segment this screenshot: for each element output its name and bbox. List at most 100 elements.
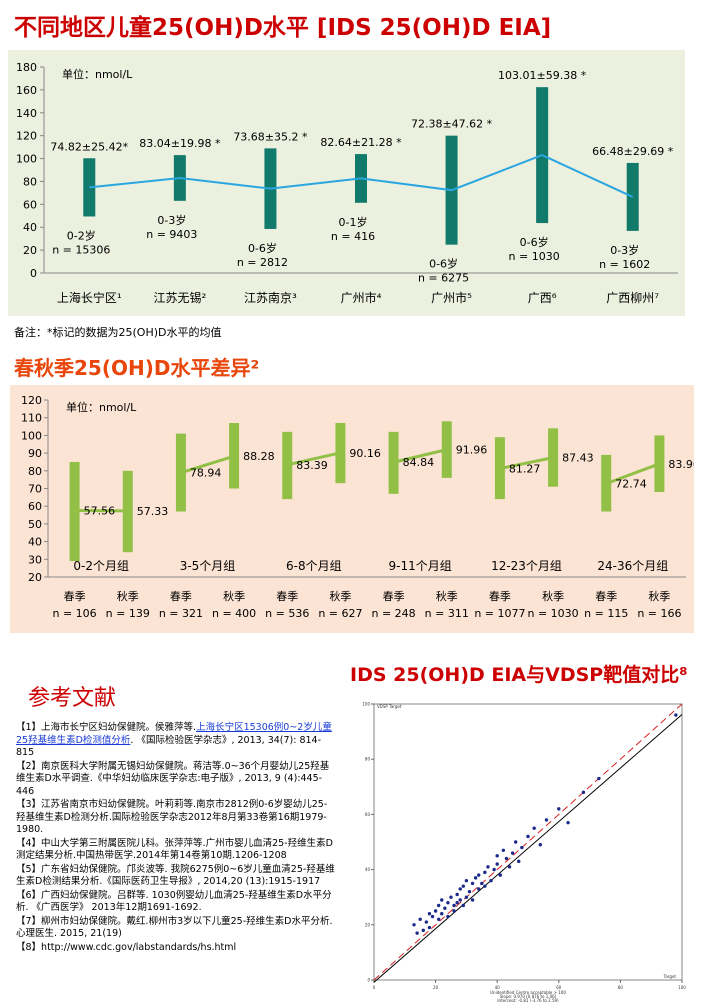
n-label: n = 248 — [371, 607, 415, 620]
season-label: 春季 — [595, 590, 617, 603]
reference-number: 【6】 — [16, 889, 42, 901]
scatter-point — [483, 884, 487, 888]
value-label: 78.94 — [190, 467, 222, 480]
x-category-label: 广州市⁵ — [431, 290, 472, 305]
scatter-point — [597, 776, 601, 781]
group-label: 3-5个月组 — [180, 559, 236, 573]
reference-text: 中山大学第三附属医院儿科。张萍萍等.广州市婴儿血清25-羟维生素D测定结果分析.… — [16, 837, 333, 862]
scatter-point — [520, 845, 524, 850]
scatter-point — [470, 881, 475, 886]
range-bar — [388, 431, 399, 494]
scatter-point — [436, 903, 441, 908]
value-label: 90.16 — [349, 447, 381, 460]
x-category-label: 上海长宁区¹ — [57, 290, 122, 305]
y-tick-label: 80 — [23, 175, 37, 188]
n-label: n = 1602 — [599, 258, 650, 271]
scatter-point — [492, 867, 496, 872]
n-label: n = 106 — [52, 607, 96, 620]
value-label: 82.64±21.28 * — [320, 136, 402, 149]
season-label: 秋季 — [117, 589, 139, 603]
scatter-point — [412, 923, 416, 927]
x-tick-label: 60 — [556, 985, 562, 990]
scatter-point — [440, 912, 444, 916]
n-label: n = 1030 — [527, 607, 578, 620]
y-tick-label: 110 — [21, 412, 42, 425]
y-tick-label: 40 — [365, 867, 371, 872]
y-tick-label: 100 — [21, 429, 42, 442]
value-label: 103.01±59.38 * — [498, 69, 587, 82]
fit-annotation: Slope: 0.970 (0.876 to 1.06) — [500, 994, 557, 999]
chart1-svg: 0 20 40 60 80 100 120 140 160 180 单位：nmol/L 74.82±2… — [16, 61, 678, 305]
mean-line — [89, 154, 634, 198]
season-line — [499, 456, 554, 471]
y-tick-label: 180 — [16, 61, 37, 74]
group-label: 6-8个月组 — [286, 559, 342, 573]
scatter-point — [477, 873, 481, 877]
x-axis-label: Unidentified Centre acceptable > 100 — [490, 990, 566, 995]
scatter-point — [507, 865, 512, 869]
value-label: 83.04±19.98 * — [139, 137, 221, 150]
value-label: 83.96 — [668, 458, 694, 471]
range-bar — [229, 423, 240, 489]
y-tick-label: 20 — [28, 571, 42, 584]
reference-item: 【8】http://www.cdc.gov/labstandards/hs.ht… — [16, 942, 336, 955]
value-label: 66.48±29.69 * — [592, 145, 674, 158]
y-tick-label: 60 — [365, 812, 371, 817]
age-group-label: 0-6岁 — [429, 257, 458, 271]
reference-link[interactable]: 上海长宁区15306例0~2岁儿童25羟基维生素D检测值分析 — [16, 722, 332, 746]
x-category-label: 广西柳州⁷ — [606, 291, 659, 305]
scatter-point — [458, 898, 462, 902]
reference-number: 【1】 — [16, 722, 42, 733]
scatter-point — [489, 878, 493, 883]
x-category-label: 江苏无锡² — [153, 290, 206, 305]
reference-item: 【7】柳州市妇幼保健院。戴红.柳州市3岁以下儿童25-羟维生素D水平分析. 心理… — [16, 916, 336, 941]
value-label: 91.96 — [456, 444, 488, 457]
reference-item: 【5】广东省妇幼保健院。邝炎波等. 我院6275例0~6岁儿童血清25-羟基维生… — [16, 864, 336, 889]
season-line — [180, 454, 235, 475]
season-label: 春季 — [64, 590, 86, 603]
value-label: 88.28 — [243, 450, 274, 463]
season-label: 春季 — [276, 590, 298, 603]
season-label: 秋季 — [223, 589, 245, 603]
reference-number: 【3】 — [16, 799, 42, 810]
chart1-title: 不同地区儿童25(OH)D水平 [IDS 25(OH)D EIA] — [14, 15, 552, 41]
season-line — [286, 451, 341, 467]
chart3-svg: 0 20 40 60 80 100 0 20 40 60 80 100 VDSP Target Targe… — [362, 702, 686, 1003]
value-label: 73.68±35.2 * — [233, 130, 308, 143]
y-tick-label: 100 — [362, 702, 370, 707]
unit-label: 单位：nmol/L — [66, 400, 137, 414]
x-tick-label: 100 — [678, 985, 686, 990]
scatter-point — [461, 884, 466, 888]
scatter-point — [526, 834, 530, 839]
scatter-point — [513, 840, 518, 844]
scatter-point — [538, 843, 543, 847]
n-label: n = 139 — [106, 607, 150, 620]
x-tick-label: 40 — [495, 985, 501, 990]
value-label: 72.38±47.62 * — [411, 118, 493, 131]
scatter-point — [464, 895, 469, 899]
y-tick-label: 40 — [23, 221, 37, 234]
n-label: n = 627 — [318, 607, 362, 620]
y-tick-label: 90 — [28, 447, 42, 460]
scatter-point — [452, 903, 456, 908]
scatter-point — [464, 878, 469, 883]
x-category-label: 广西⁶ — [528, 291, 557, 305]
group-label: 9-11个月组 — [389, 559, 452, 573]
range-bar — [282, 431, 293, 500]
value-label: 87.43 — [562, 452, 594, 465]
scatter-point — [421, 928, 425, 933]
age-group-label: 0-2岁 — [67, 228, 96, 242]
y-tick-label: 80 — [365, 757, 371, 762]
reference-text: 南京医科大学附属无锡妇幼保健院。蒋洁等.0~36个月婴幼儿25羟基维生素D水平调… — [16, 760, 330, 797]
references-title: 参考文献 — [28, 686, 117, 711]
y-tick-label: 80 — [28, 465, 42, 478]
y-axis-label: VDSP Target — [377, 704, 402, 709]
references-list: 【1】上海市长宁区妇幼保健院。侯雅萍等.上海长宁区15306例0~2岁儿童25羟… — [16, 722, 336, 955]
reference-text: 柳州市妇幼保健院。戴红.柳州市3岁以下儿童25-羟维生素D水平分析. 心理医生.… — [16, 915, 333, 940]
n-label: n = 1030 — [509, 250, 560, 263]
scatter-point — [433, 909, 438, 913]
value-label: 57.56 — [84, 505, 116, 518]
scatter-point — [486, 865, 490, 869]
scatter-point — [415, 931, 419, 935]
scatter-point — [581, 790, 586, 795]
